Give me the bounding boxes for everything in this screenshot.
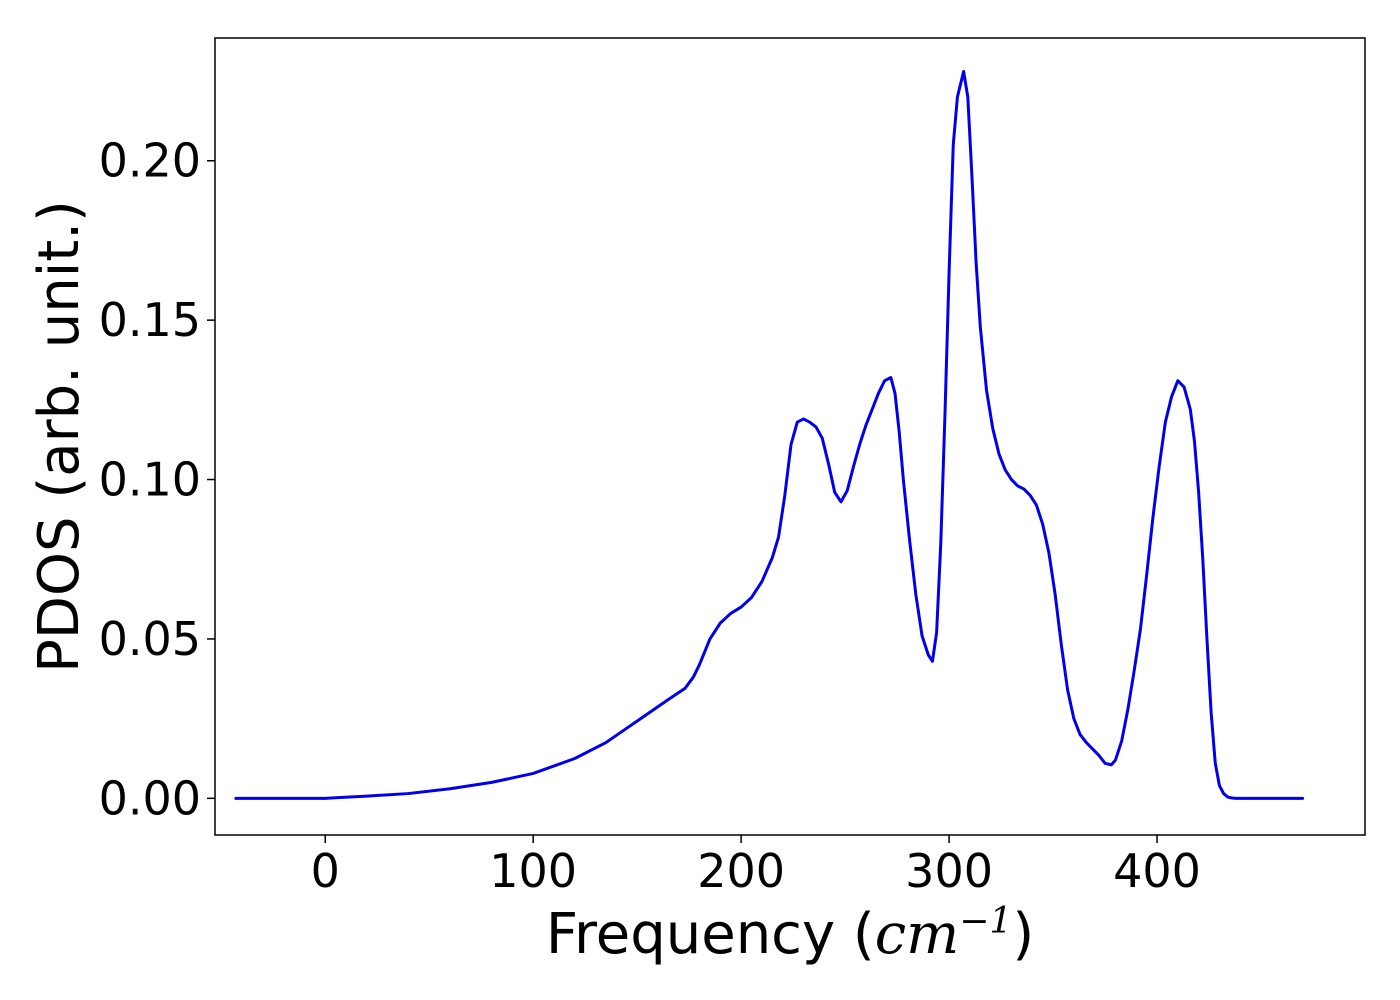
y-tick-label: 0.05 xyxy=(99,612,201,666)
x-tick-label: 300 xyxy=(905,844,993,898)
y-axis-label: PDOS (arb. unit.) xyxy=(27,200,92,673)
x-axis-ticks: 0 100 200 300 400 xyxy=(311,835,1201,898)
x-axis-label: Frequency (cm−1) xyxy=(546,901,1034,968)
y-tick-label: 0.15 xyxy=(99,293,201,347)
plot-area xyxy=(234,69,1305,800)
y-tick-label: 0.00 xyxy=(99,771,201,825)
y-axis-ticks: 0.00 0.05 0.10 0.15 0.20 xyxy=(99,134,215,825)
y-tick-label: 0.10 xyxy=(99,453,201,507)
axes-frame xyxy=(214,37,1366,836)
pdos-series-line xyxy=(234,69,1305,800)
x-tick-label: 400 xyxy=(1113,844,1201,898)
x-tick-label: 0 xyxy=(311,844,340,898)
y-tick-label: 0.20 xyxy=(99,134,201,188)
x-tick-label: 200 xyxy=(697,844,785,898)
x-tick-label: 100 xyxy=(489,844,577,898)
